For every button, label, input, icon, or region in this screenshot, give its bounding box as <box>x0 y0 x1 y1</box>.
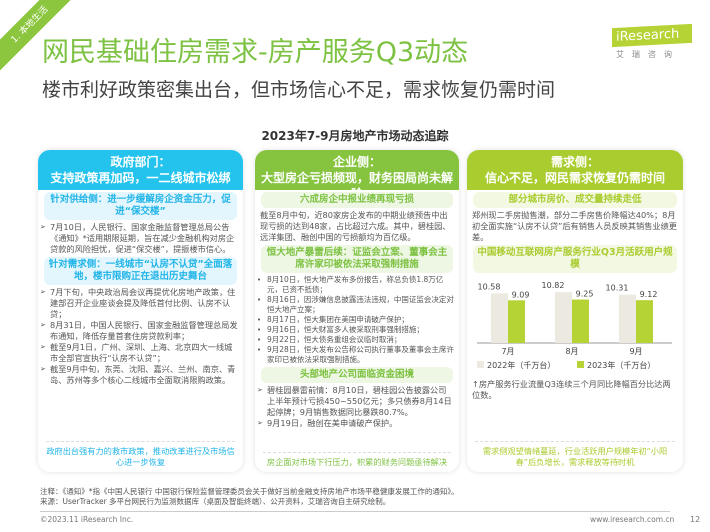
bar-2022 <box>619 294 636 343</box>
enterprise-card: 企业侧：大型房企亏损频现，财务困局尚未解除 六成房企中报业绩再现亏损 截至8月中… <box>255 150 459 472</box>
iresearch-logo: iResearch 艾瑞咨询 <box>612 23 692 60</box>
bar-2023 <box>572 299 589 343</box>
divider <box>40 511 670 512</box>
list-item: 9月16日，恒大财富多人被采取刑事强制措施； <box>255 325 459 335</box>
list-item: 7月下旬，中央政治局会议再提优化房地产政策，住建部召开企业座谈会提及降低首付比例… <box>38 287 243 320</box>
subheading: 中国移动互联网房产服务行业Q3月活跃用户规模 <box>473 245 677 273</box>
notes: 注释：《通知》*指《中国人民银行 中国银行保险监督管理委员会关于做好当前金融支持… <box>40 487 459 507</box>
x-tick-label: 7月 <box>501 347 514 356</box>
bar-2023 <box>508 300 525 343</box>
bar-2023 <box>636 300 653 343</box>
list-item: 9月22日，恒大债务重组会议临时取消； <box>255 335 459 345</box>
list-item: 8月16日，因涉嫌信息披露违法违规，中国证监会决定对恒大地产立案； <box>255 295 459 315</box>
government-card: 政府部门： 支持政策再加码，一二线城市松绑 针对供给侧：进一步缓解房企资金压力，促… <box>38 150 243 472</box>
subheading: 头部地产公司面临资金困境 <box>261 367 453 383</box>
card-header: 需求侧： 信心不足，网民需求恢复仍需时间 <box>467 150 683 190</box>
list-item: 9月19日，融创在美申请破产保护。 <box>255 418 459 429</box>
list-item: 截至9月中旬，东莞、沈阳、嘉兴、兰州、南京、青岛、苏州等多个核心二线城市全面取消… <box>38 364 243 386</box>
logo-brand: iResearch <box>612 23 692 48</box>
data-label: 9.12 <box>640 290 658 299</box>
list-item: 截至9月1日，广州、深圳、上海、北京四大一线城市全部官宣执行“认房不认贷”； <box>38 342 243 364</box>
subheading: 针对供给侧：进一步缓解房企资金压力，促进“保交楼” <box>44 192 237 220</box>
legend-swatch <box>477 361 484 368</box>
logo-cn: 艾瑞咨询 <box>616 50 680 59</box>
card-header: 政府部门： 支持政策再加码，一二线城市松绑 <box>38 150 243 190</box>
subheading: 恒大地产暴雷后续：证监会立案、董事会主席许家印被依法采取强制措施 <box>261 245 453 273</box>
page-title: 网民基础住房需求-房产服务Q3动态 <box>42 37 469 68</box>
website: www.iresearch.com.cn <box>590 515 675 524</box>
x-tick-label: 9月 <box>629 347 642 356</box>
subheading: 部分城市房价、成交量持续走低 <box>473 192 677 208</box>
x-tick-label: 8月 <box>565 347 578 356</box>
data-label: 9.25 <box>576 290 594 299</box>
note-line: 注释：《通知》*指《中国人民银行 中国银行保险监督管理委员会关于做好当前金融支持… <box>40 487 459 496</box>
paragraph: 郑州现二手房抛售潮，部分二手房售价降幅达40%；8月初全面实施“认房不认贷”后有… <box>472 210 677 242</box>
copyright: ©2023.11 iResearch Inc. <box>40 515 134 524</box>
chart-note: ↑房产服务行业流量Q3连续三个月同比降幅百分比达两位数。 <box>472 379 671 400</box>
data-label: 10.82 <box>542 281 565 290</box>
list-item: 碧桂园暴雷前情：8月10日，碧桂园公告披露公司上半年预计亏损450~550亿元；… <box>255 385 459 418</box>
header-line: 政府部门： <box>110 155 171 169</box>
bar-2022 <box>491 293 508 343</box>
paragraph: 截至8月中旬，近80家房企发布的中期业绩预告中出现亏损的达到48家，占比超过六成… <box>260 210 451 242</box>
page-subtitle: 楼市利好政策密集出台，但市场信心不足，需求恢复仍需时间 <box>42 79 556 101</box>
header-line: 信心不足，网民需求恢复仍需时间 <box>484 171 665 185</box>
card-footer: 需求侧观望情绪蔓延，行业活跃用户规模年初“小阳春”后负增长，需求释放等待时机 <box>475 441 675 468</box>
card-footer: 政府出台强有力的救市政策，推动改革进行及市场信心进一步恢复 <box>46 441 235 468</box>
demand-card: 需求侧： 信心不足，网民需求恢复仍需时间 部分城市房价、成交量持续走低 郑州现二手… <box>467 150 683 472</box>
header-line: 企业侧： <box>332 155 381 169</box>
data-label: 9.09 <box>512 290 530 299</box>
bar-2022 <box>555 292 572 343</box>
legend-label: 2023年（千万台） <box>587 360 655 370</box>
header-line: 支持政策再加码，一二线城市松绑 <box>50 171 231 185</box>
subheading: 针对需求侧：一线城市“认房不认贷”全面落地，楼市限购正在退出历史舞台 <box>44 257 237 285</box>
card-header: 企业侧：大型房企亏损频现，财务困局尚未解除 <box>255 150 459 201</box>
section-title: 2023年7-9月房地产市场动态追踪 <box>261 129 449 143</box>
header-line: 需求侧： <box>550 155 599 169</box>
data-label: 10.31 <box>606 284 629 293</box>
source-line: 来源：UserTracker 多平台网民行为监测数据库（桌面及智能终端）、公开资… <box>40 497 391 506</box>
subheading: 六成房企中报业绩再现亏损 <box>261 192 453 208</box>
page-number: 12 <box>690 515 701 524</box>
list-item: 7月10日，人民银行、国家金融监督管理总局公告《通知》*适用期限延期，旨在减少金… <box>38 222 243 255</box>
legend-swatch <box>577 361 584 368</box>
active-users-chart: 10.58 9.09 7月 10.82 9.25 8月 10.31 9.12 9月 2022年（千… <box>477 281 672 370</box>
card-footer: 房企面对市场下行压力，积累的财务问题亟待解决 <box>263 452 451 468</box>
list-item: 8月10日，恒大地产发布多份报告，称总负债1.8万亿元，已资不抵债； <box>255 275 459 295</box>
list-item: 8月31日，中国人民银行、国家金融监督管理总局发布通知，降低存量首套住房贷款利率… <box>38 320 243 342</box>
list-item: 8月17日，恒大集团在美国申请破产保护； <box>255 315 459 325</box>
list-item: 9月28日，恒大发布公告称公司执行董事及董事会主席许家印已被依法采取强制措施。 <box>255 345 459 365</box>
legend-label: 2022年（千万台） <box>487 360 555 370</box>
data-label: 10.58 <box>478 282 501 291</box>
